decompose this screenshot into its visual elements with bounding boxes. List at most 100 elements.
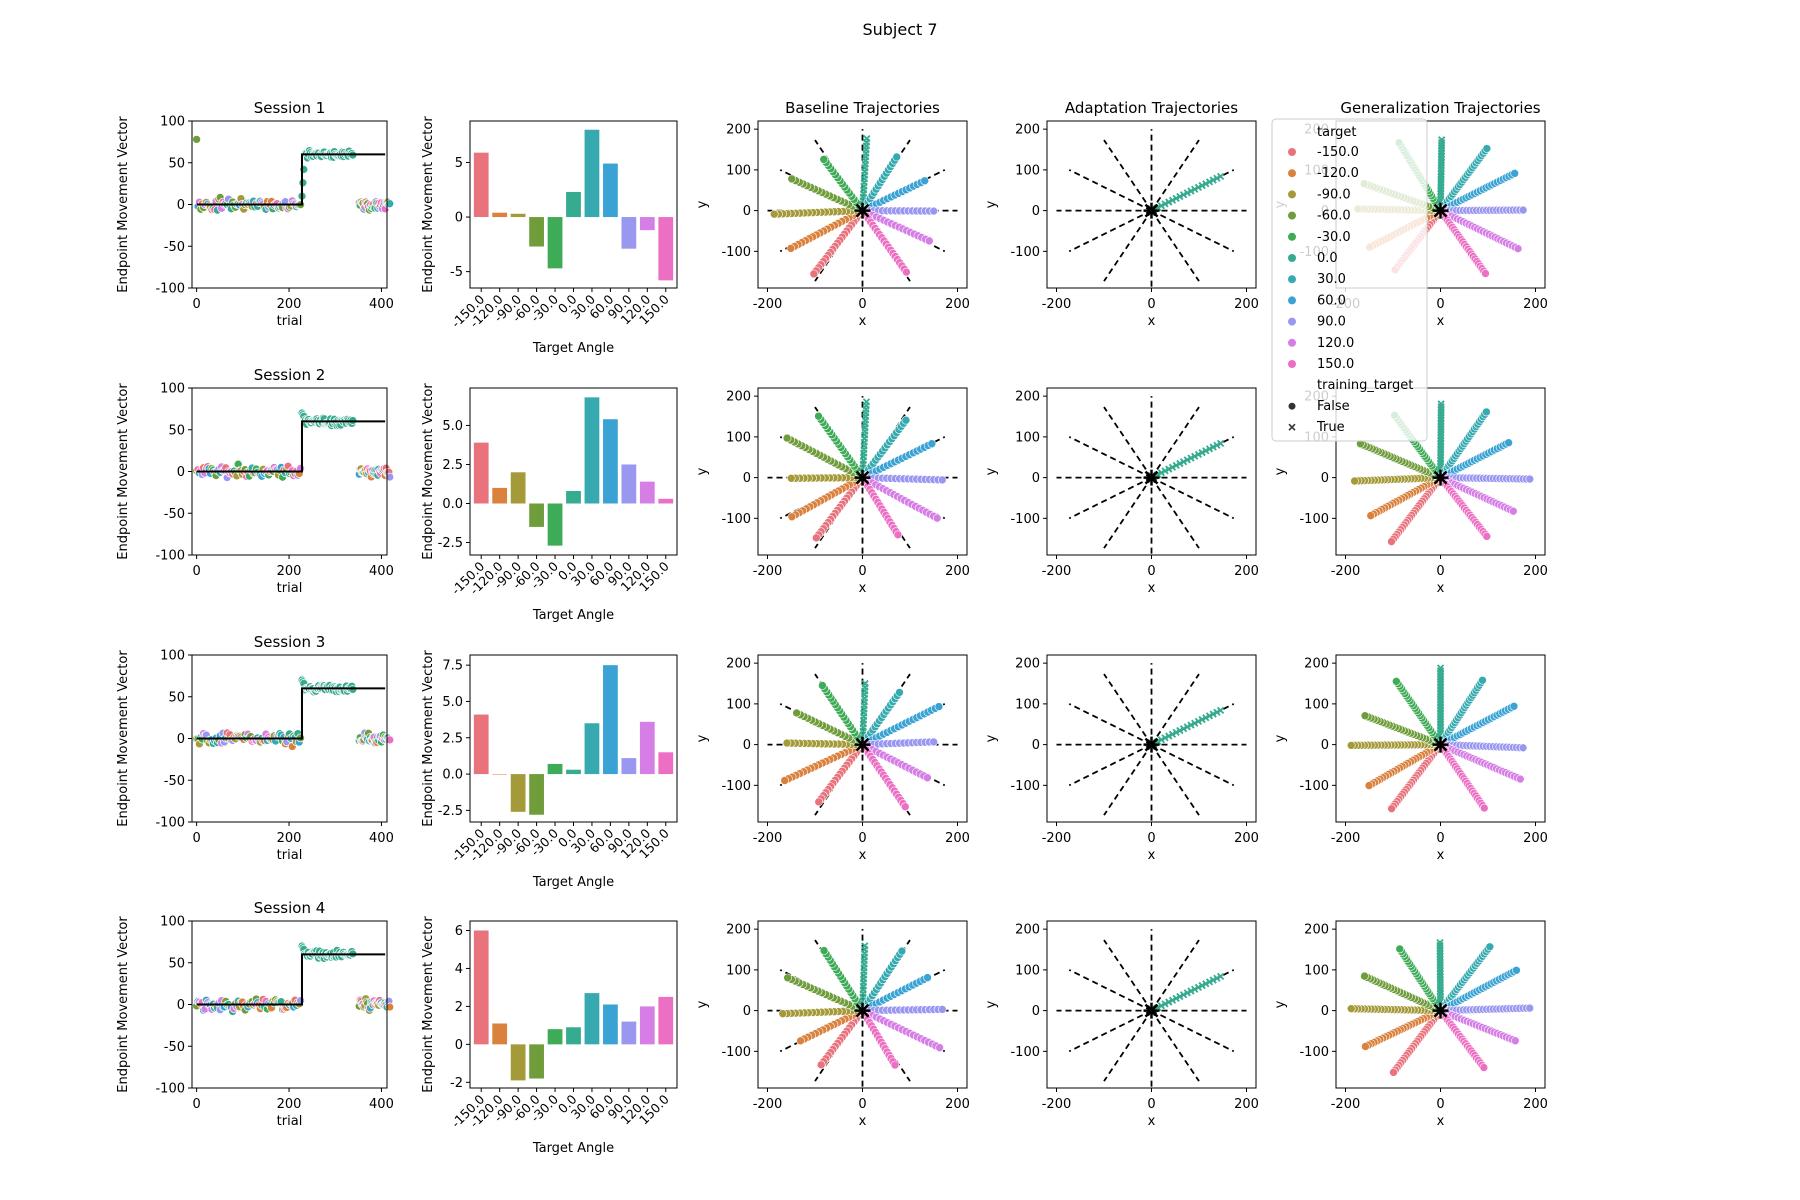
y-axis-label: y xyxy=(695,200,710,208)
bar xyxy=(566,1027,581,1045)
x-tick-label: 200 xyxy=(1523,831,1548,846)
trajectory-panel: Baseline Trajectories -100 0 100 200 -200 0 200… xyxy=(695,99,970,329)
x-tick-label: 400 xyxy=(369,831,394,846)
target-guide-line xyxy=(1103,477,1153,549)
x-tick-label: -200 xyxy=(1042,297,1072,312)
bar xyxy=(603,1004,618,1045)
trajectory-point xyxy=(1511,1036,1520,1046)
x-tick-label: 200 xyxy=(945,564,970,579)
x-tick-label: 0 xyxy=(192,297,200,312)
trajectory-point xyxy=(1161,200,1169,208)
y-tick-label: 2.5 xyxy=(442,458,463,473)
trajectory-point xyxy=(1504,438,1513,448)
y-tick-label: 100 xyxy=(160,649,185,664)
y-tick-label: 100 xyxy=(1015,430,1040,445)
y-tick-label: 0 xyxy=(743,738,751,753)
y-tick-label: 100 xyxy=(726,163,751,178)
trajectory-point xyxy=(1482,144,1492,153)
trajectory-panel: -100 0 100 200 -200 0 200 x y xyxy=(695,920,970,1129)
y-axis-label: Endpoint Movement Vector xyxy=(116,116,131,293)
trajectory-panel: -100 0 100 200 -200 0 200 x y xyxy=(695,654,970,863)
trajectory-point xyxy=(816,1060,826,1070)
origin-marker xyxy=(1143,736,1160,753)
trajectory-point xyxy=(1436,938,1444,947)
trajectory-point xyxy=(1213,974,1221,982)
bar xyxy=(566,191,581,218)
trajectory-point xyxy=(892,152,901,162)
bar xyxy=(492,212,508,218)
target-guide-line xyxy=(1150,210,1200,282)
trajectory-point xyxy=(1179,458,1188,466)
x-tick-label: 0 xyxy=(1147,564,1155,579)
trajectory-point xyxy=(1510,169,1519,178)
panel-title: Adaptation Trajectories xyxy=(1065,99,1238,117)
trajectory-point xyxy=(1387,804,1396,813)
x-tick-label: 200 xyxy=(277,831,302,846)
legend-marker xyxy=(1288,232,1296,241)
x-tick-label: 0 xyxy=(1436,831,1444,846)
trajectory-point xyxy=(780,776,789,785)
legend-entry: -150.0 xyxy=(1317,145,1359,160)
trajectory-point xyxy=(1346,741,1356,750)
trajectory-point xyxy=(1179,991,1188,999)
legend-entry: -60.0 xyxy=(1317,209,1351,224)
trajectory-layer xyxy=(767,396,958,555)
x-axis-label: x xyxy=(1437,848,1445,863)
bar xyxy=(510,213,526,218)
trajectory-point xyxy=(1202,714,1210,722)
x-axis-label: x xyxy=(1437,314,1445,329)
x-tick-label: 0 xyxy=(858,297,866,312)
trajectory-point xyxy=(819,946,829,955)
y-tick-label: 200 xyxy=(726,657,751,672)
x-tick-label: 200 xyxy=(1234,1097,1259,1112)
trajectory-point xyxy=(1176,459,1184,468)
trajectory-point xyxy=(782,433,792,443)
y-axis-label: y xyxy=(984,200,999,208)
trajectory-point xyxy=(809,269,819,279)
trajectory-point xyxy=(782,738,792,748)
bar xyxy=(529,1044,544,1079)
y-tick-label: 6 xyxy=(455,924,463,939)
y-tick-label: 2 xyxy=(455,1000,463,1015)
x-tick-label: -200 xyxy=(753,1097,783,1112)
trajectory-point xyxy=(1183,189,1191,197)
y-tick-label: -50 xyxy=(164,774,185,789)
y-tick-label: 50 xyxy=(168,956,185,971)
x-tick-label: -200 xyxy=(1331,1097,1361,1112)
trajectory-point xyxy=(1438,136,1446,144)
y-tick-label: 50 xyxy=(168,690,185,705)
trajectory-point xyxy=(1194,717,1203,726)
trajectory-point xyxy=(1512,965,1521,975)
target-guide-line xyxy=(1150,406,1200,479)
origin-marker xyxy=(1143,1002,1160,1019)
x-axis-label: x xyxy=(859,581,867,596)
trajectory-point xyxy=(814,797,824,807)
x-tick-label: 200 xyxy=(1523,1097,1548,1112)
trajectory-point xyxy=(1157,202,1166,210)
trajectory-point xyxy=(1187,721,1195,729)
x-tick-label: -200 xyxy=(753,831,783,846)
target-guide-line xyxy=(1150,939,1200,1012)
trajectory-point xyxy=(1209,976,1217,984)
trajectory-panel: Adaptation Trajectories -100 0 100 200 -200 0 2… xyxy=(984,99,1259,329)
trajectory-point xyxy=(769,209,779,219)
trajectory-point xyxy=(1216,172,1225,181)
y-tick-label: 50 xyxy=(168,423,185,438)
trajectory-point xyxy=(1509,506,1518,516)
y-tick-label: 0 xyxy=(743,1004,751,1019)
trajectory-point xyxy=(1364,781,1374,790)
x-tick-label: -200 xyxy=(1042,564,1072,579)
x-axis-label: trial xyxy=(277,848,303,863)
panel-title: Session 3 xyxy=(254,633,326,651)
target-guide-line xyxy=(1150,477,1200,549)
x-axis-label: Target Angle xyxy=(532,875,614,890)
trajectory-point xyxy=(1187,187,1195,195)
x-tick-label: -200 xyxy=(753,297,783,312)
y-axis-label: y xyxy=(695,734,710,742)
legend-box xyxy=(1271,118,1428,442)
trajectory-point xyxy=(1213,708,1221,716)
trajectory-point xyxy=(1366,511,1376,520)
target-guide-line xyxy=(1103,1010,1153,1082)
y-tick-label: -100 xyxy=(1010,779,1040,794)
y-tick-label: 100 xyxy=(160,915,185,930)
